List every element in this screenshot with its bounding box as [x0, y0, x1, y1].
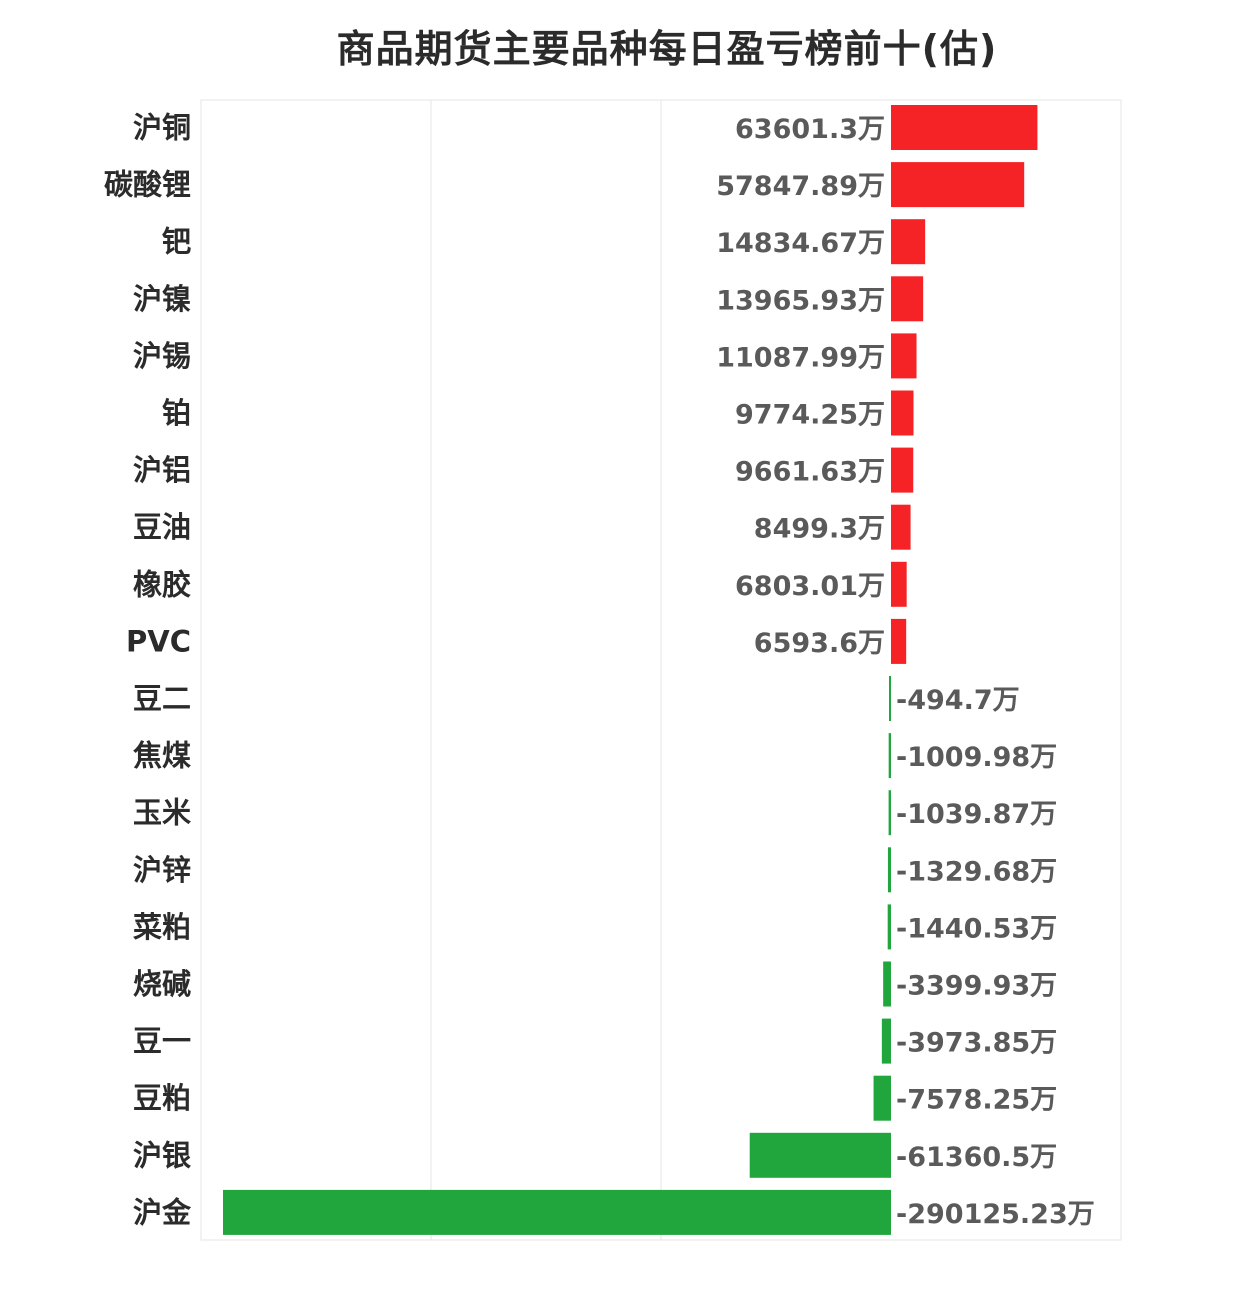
category-label: 玉米	[133, 796, 191, 830]
category-label: 豆油	[133, 510, 191, 544]
bar	[891, 276, 924, 322]
category-label: 碳酸锂	[104, 168, 191, 202]
data-label: -1009.98万	[896, 742, 1057, 773]
category-label: 焦煤	[133, 739, 191, 773]
data-label: 14834.67万	[716, 228, 885, 259]
category-label: 菜粕	[133, 910, 191, 944]
data-label: -1039.87万	[896, 799, 1057, 830]
data-label: 8499.3万	[754, 514, 885, 545]
data-label: -494.7万	[896, 685, 1020, 716]
data-label: 63601.3万	[735, 114, 885, 145]
category-label: 橡胶	[133, 567, 191, 601]
data-label: -1329.68万	[896, 856, 1057, 887]
bar	[883, 961, 891, 1007]
data-label: 9661.63万	[735, 457, 885, 488]
bar	[891, 162, 1025, 208]
data-label: -290125.23万	[896, 1199, 1095, 1230]
category-label: 钯	[162, 225, 191, 259]
chart-title: 商品期货主要品种每日盈亏榜前十(估)	[336, 27, 998, 71]
data-label: 57847.89万	[716, 171, 885, 202]
category-label: 豆二	[133, 682, 191, 716]
data-label: -61360.5万	[896, 1142, 1057, 1173]
data-label: 6593.6万	[754, 628, 885, 659]
bar	[887, 904, 891, 950]
bar	[223, 1189, 891, 1235]
category-label: 沪镍	[133, 282, 191, 316]
category-label: 铂	[162, 396, 191, 430]
category-label: 沪铝	[133, 453, 191, 487]
data-label: -3973.85万	[896, 1028, 1057, 1059]
bar	[873, 1075, 891, 1121]
bar	[889, 676, 891, 721]
data-label: 11087.99万	[716, 342, 885, 373]
bar	[881, 1018, 891, 1064]
bar	[891, 504, 911, 550]
bar	[891, 219, 926, 265]
category-label: 沪金	[133, 1195, 192, 1229]
bar	[891, 561, 907, 607]
category-label: 烧碱	[133, 967, 191, 1001]
bar	[888, 733, 891, 779]
data-label: -7578.25万	[896, 1085, 1057, 1116]
bar	[891, 618, 907, 664]
category-label: 豆一	[133, 1024, 191, 1058]
data-label: 6803.01万	[735, 571, 885, 602]
data-label: -1440.53万	[896, 913, 1057, 944]
category-label: 沪锡	[133, 339, 191, 373]
category-label: 沪银	[133, 1138, 191, 1172]
bar	[887, 847, 891, 893]
data-label: -3399.93万	[896, 971, 1057, 1002]
bar	[891, 447, 914, 493]
category-label: 豆粕	[133, 1081, 191, 1115]
category-label: PVC	[126, 624, 191, 658]
data-label: 13965.93万	[716, 285, 885, 316]
bar	[891, 105, 1038, 150]
category-label: 沪锌	[133, 853, 191, 887]
category-label: 沪铜	[133, 111, 191, 145]
bar	[891, 333, 917, 379]
bar	[891, 390, 914, 436]
bar	[888, 790, 891, 836]
bar	[749, 1132, 891, 1178]
data-label: 9774.25万	[735, 400, 885, 431]
